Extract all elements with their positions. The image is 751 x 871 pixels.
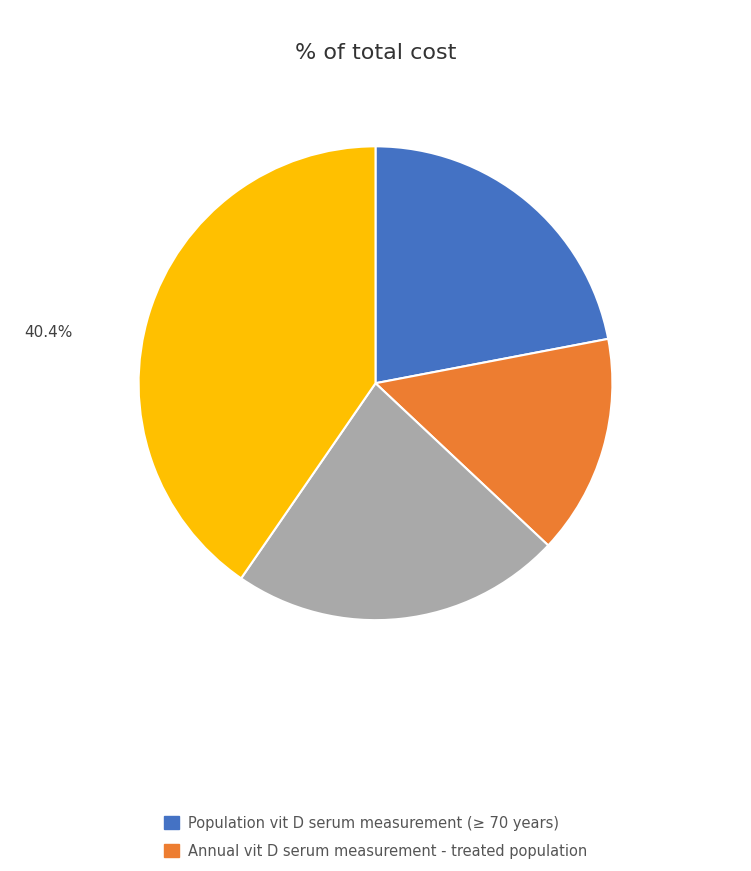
Legend: Population vit D serum measurement (≥ 70 years), Annual vit D serum measurement : Population vit D serum measurement (≥ 70… xyxy=(158,810,593,871)
Title: % of total cost: % of total cost xyxy=(295,44,456,64)
Wedge shape xyxy=(376,339,612,545)
Text: 40.4%: 40.4% xyxy=(24,325,73,340)
Wedge shape xyxy=(241,383,548,620)
Wedge shape xyxy=(139,146,376,578)
Wedge shape xyxy=(376,146,608,383)
